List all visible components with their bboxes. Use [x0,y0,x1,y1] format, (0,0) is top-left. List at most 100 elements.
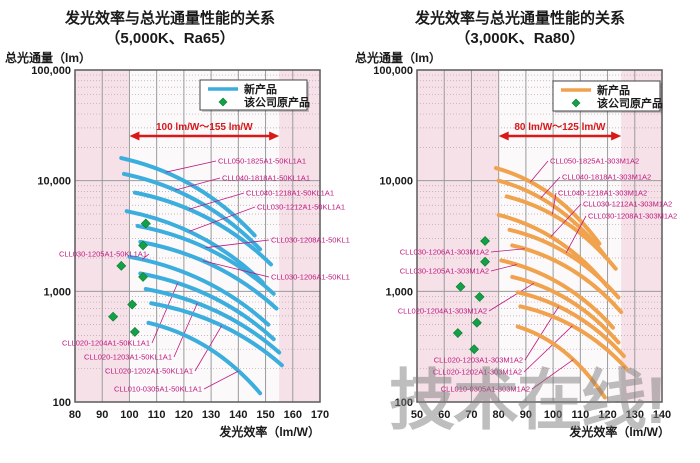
range-arrow-head-left [498,131,509,141]
plot-right: 50 60 70 80 90 100 110 120 130 140 100,000 10,000 1,… [373,65,677,421]
x-tick-label: 100 [120,409,138,421]
chart-title-left: 发光效率与总光通量性能的关系 （5,000K、Ra65） [0,9,340,49]
chart-panel-left: 发光效率与总光通量性能的关系 （5,000K、Ra65） 总光通量（lm） 80… [0,9,350,439]
competitor-point [138,240,148,251]
series-label: CLL040-1818A1-303M1A2 [562,173,651,182]
series-label-connector [189,206,256,232]
x-tick-label: 160 [284,409,302,421]
series-label-connector [551,192,557,215]
range-arrow-head-left [129,131,140,141]
competitor-point [455,281,466,292]
series-curve-CLL030-1208A1-303M1A2 [507,227,621,300]
series-label-connector [531,359,574,390]
y-tick-label: 1,000 [385,286,413,298]
range-arrow-label: 100 lm/W～155 lm/W [156,122,253,133]
series-curve-CLL040-1218A1-50KL1A1 [132,190,273,267]
competitor-point [469,344,480,355]
series-label-connector [205,239,270,249]
x-tick-label: 70 [465,409,477,421]
legend-label-existing: 该公司原产品 [244,95,310,109]
y-tick-label: 10,000 [37,176,71,188]
x-tick-label: 90 [96,409,108,421]
series-curve-CLL020-1202A1-303M1A2 [518,304,629,371]
legend-diamond-sample [218,97,228,107]
y-tick-label: 100 [395,397,413,409]
series-label-connector [530,160,549,183]
competitor-point [471,317,482,328]
x-tick-label: 140 [653,409,671,421]
series-curve-CLL030-1206A1-303M1A2 [510,243,624,315]
y-tick-label: 1,000 [43,286,71,298]
series-label: CLL020-1204A1-303M1A2 [398,307,487,316]
series-label: CLL030-1205A1-303M1A2 [400,267,489,276]
y-tick-label: 100 [53,397,71,409]
x-tick-label: 90 [520,409,532,421]
competitor-point [474,292,485,302]
x-tick-label: 130 [202,409,220,421]
x-tick-label: 120 [175,409,193,421]
series-label-connector [565,215,587,253]
x-tick-label: 50 [411,409,423,421]
competitor-point [480,236,490,246]
series-curve-CLL010-0305A1-50KL1A1 [146,320,263,396]
series-label-connector [550,203,582,237]
x-tick-label: 60 [438,409,450,421]
series-curve-CLL050-1825A1-303M1A2 [493,166,602,246]
competitor-point [138,271,148,282]
competitor-point [127,299,138,310]
series-curve-CLL020-1203A1-303M1A2 [515,290,626,359]
y-tick-label: 100,000 [373,65,413,77]
series-curve-CLL030-1208A1-50KL1A1 [135,223,276,296]
series-label-connector [523,325,573,373]
legend-label-new: 新产品 [244,82,277,96]
plot-left: 80 90 100 110 120 130 140 150 160 170 100,000 10,00… [31,65,350,421]
chart-subtitle-text: （5,000K、Ra65） [105,30,235,47]
series-curve-CLL030-1206A1-50KL1A1 [138,239,279,311]
series-curve-CLL010-0305A1-303M1A2 [515,324,607,400]
series-curve-CLL030-1205A1-50KL1A1 [127,254,271,327]
series-label-connector [202,260,270,278]
chart-title-text: 发光效率与总光通量性能的关系 [414,10,625,27]
legend-box [199,79,308,111]
competitor-point [452,328,463,338]
competitor-point [129,326,140,337]
series-label-connector [490,248,525,253]
legend-label-new: 新产品 [597,83,630,97]
series-label: CLL050-1825A1-303M1A2 [550,157,639,166]
series-label: CLL020-1202A1-303M1A2 [433,368,522,377]
x-tick-label: 80 [69,409,81,421]
chart-title-text: 发光效率与总光通量性能的关系 [64,10,275,27]
series-label: CLL030-1206A1-303M1A2 [400,248,489,257]
chart-subtitle-text: （3,000K、Ra80） [455,30,585,47]
series-curve-CLL020-1203A1-50KL1A1 [143,286,282,355]
series-label-connector [175,177,221,191]
series-label: CLL020-1203A1-50KL1A1 [84,353,172,362]
range-arrow-label: 80 lm/W～125 lm/W [514,122,606,133]
x-axis-label-right: 发光效率（lm/W） [569,425,670,439]
range-arrow-head-right [269,131,280,141]
series-curve-CLL040-1818A1-50KL1A1 [122,171,263,252]
series-label: CLL040-1218A1-303M1A2 [558,189,647,198]
series-label-connector [488,282,535,312]
legend-diamond-sample [571,98,581,108]
legend-label-existing: 该公司原产品 [597,96,663,110]
competitor-point [480,256,490,267]
y-tick-label: 100,000 [31,65,71,77]
series-label: CLL030-1208A1-50KL1A1 [271,236,350,245]
competitor-point [116,260,127,271]
series-label-connector [188,192,245,210]
x-tick-label: 100 [544,409,562,421]
series-label: CLL020-1204A1-50KL1A1 [62,339,150,348]
series-label: CLL050-1825A1-50KL1A1 [218,157,306,166]
series-label: CLL030-1208A1-303M1A2 [588,212,677,221]
y-tick-label: 10,000 [379,176,413,188]
series-curve-CLL020-1204A1-50KL1A1 [138,271,276,342]
chart-title-right: 发光效率与总光通量性能的关系 （3,000K、Ra80） [350,9,690,49]
series-label: CLL030-1205A1-50KL1A1 [59,250,147,259]
x-tick-label: 140 [229,409,247,421]
legend-box [552,80,661,112]
series-label-connector [203,370,239,390]
series-label: CLL040-1818A1-50KL1A1 [222,174,310,183]
series-label: CLL010-0305A1-303M1A2 [441,385,530,394]
